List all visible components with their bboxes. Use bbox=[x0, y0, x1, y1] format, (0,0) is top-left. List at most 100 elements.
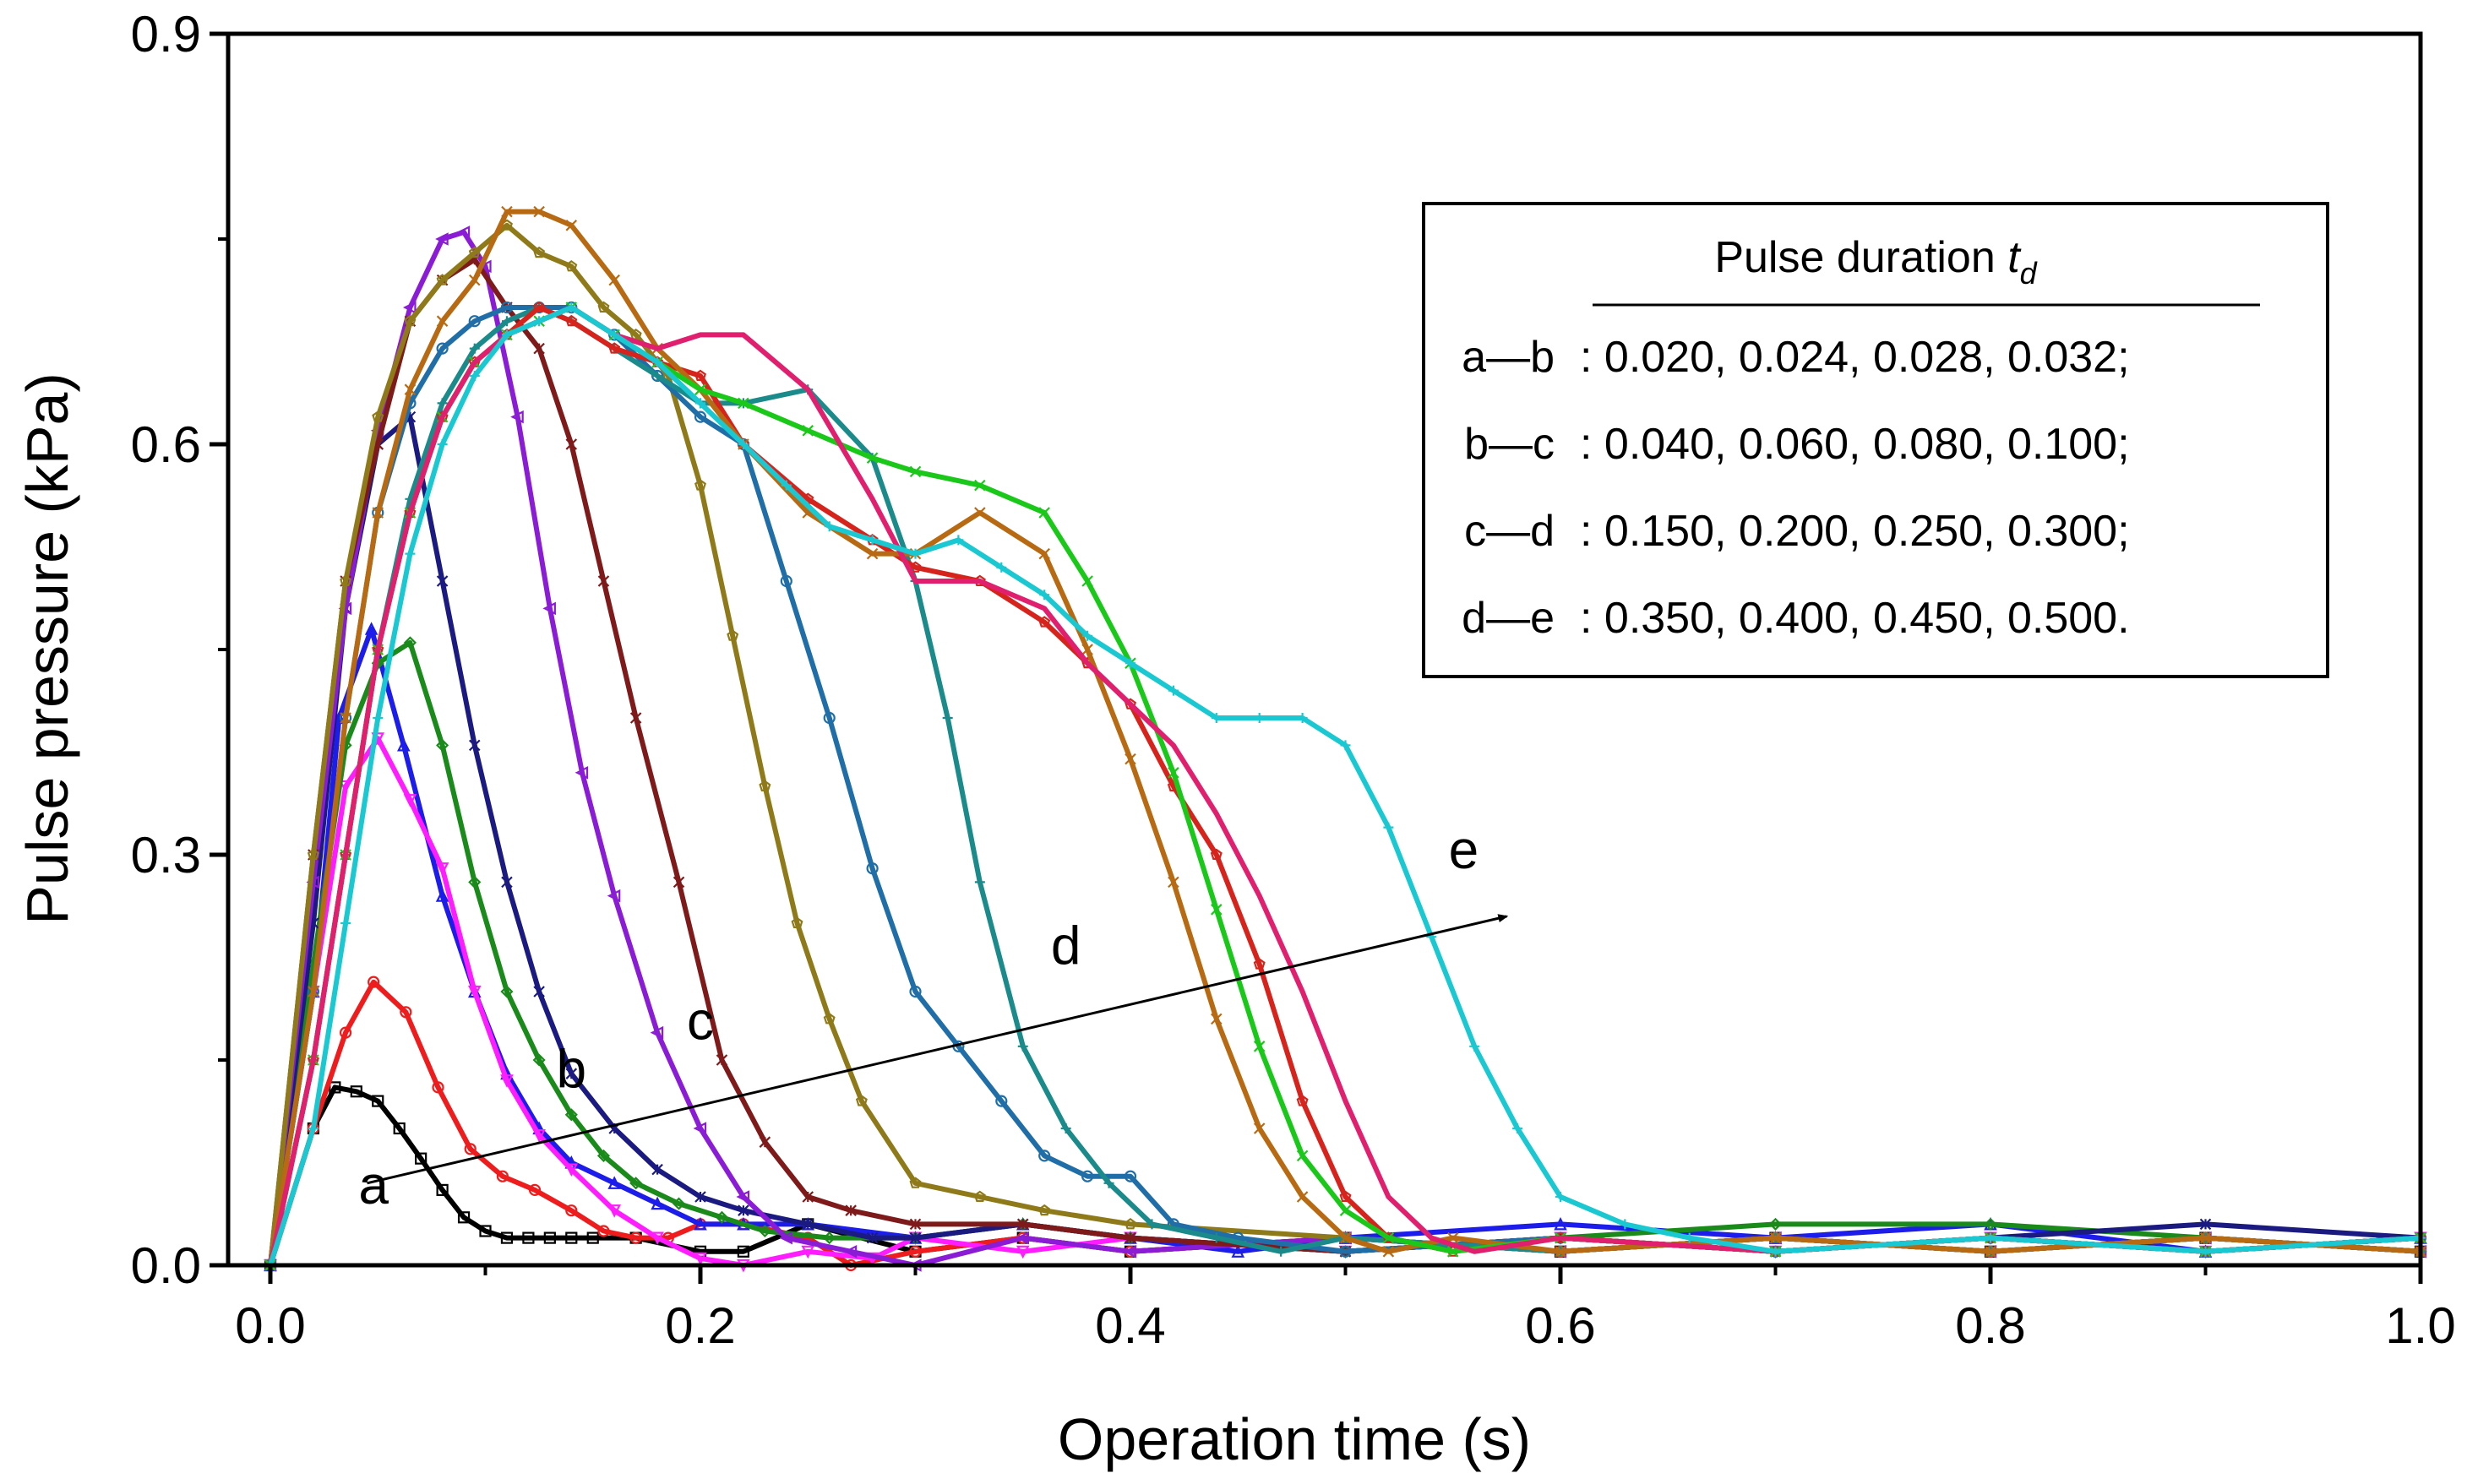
data-point bbox=[694, 383, 706, 395]
data-point bbox=[909, 1245, 922, 1258]
series-2 bbox=[264, 622, 2427, 1272]
data-point bbox=[436, 1183, 449, 1197]
data-point bbox=[496, 1170, 509, 1182]
data-point bbox=[1103, 1177, 1114, 1188]
data-point bbox=[468, 875, 482, 889]
data-point bbox=[1168, 767, 1179, 779]
data-point bbox=[1770, 1246, 1781, 1257]
data-point bbox=[693, 1122, 707, 1135]
data-point bbox=[651, 1163, 663, 1176]
data-point bbox=[533, 986, 545, 997]
data-point bbox=[652, 356, 663, 367]
data-point bbox=[673, 876, 685, 889]
data-point bbox=[736, 1190, 750, 1204]
data-point bbox=[1985, 1246, 1996, 1258]
data-point bbox=[953, 535, 964, 546]
data-point bbox=[2199, 1218, 2212, 1231]
series-line bbox=[268, 305, 2423, 1268]
data-point bbox=[974, 877, 985, 888]
x-tick-label: 0.4 bbox=[1095, 1297, 1165, 1354]
data-point bbox=[435, 232, 449, 246]
data-point bbox=[1124, 1170, 1137, 1182]
data-point bbox=[469, 343, 480, 354]
data-point bbox=[608, 342, 621, 354]
data-point bbox=[373, 713, 384, 723]
data-point bbox=[1123, 1245, 1137, 1258]
data-point bbox=[1125, 1231, 1136, 1244]
data-point bbox=[758, 1224, 771, 1238]
data-point bbox=[456, 226, 471, 239]
data-point bbox=[779, 1231, 792, 1245]
data-point bbox=[542, 601, 556, 616]
legend-title-symbol: t bbox=[2007, 233, 2022, 282]
data-point bbox=[1017, 1041, 1028, 1052]
data-point bbox=[1146, 1219, 1157, 1230]
y-tick-label: 0.3 bbox=[131, 827, 201, 883]
data-point bbox=[909, 561, 922, 573]
data-point bbox=[400, 1006, 412, 1019]
data-point bbox=[608, 274, 620, 286]
data-point bbox=[909, 1177, 922, 1188]
data-point bbox=[694, 1216, 707, 1231]
data-point bbox=[973, 1190, 986, 1203]
data-point bbox=[1296, 1150, 1309, 1162]
data-point bbox=[436, 738, 449, 752]
legend-row: a—b: 0.020, 0.024, 0.028, 0.032; bbox=[1462, 333, 2129, 382]
data-point bbox=[340, 574, 352, 587]
trend-arrow bbox=[367, 914, 1509, 1185]
series-1 bbox=[264, 976, 2427, 1272]
data-point bbox=[866, 862, 879, 875]
legend-row-range: c—d bbox=[1464, 507, 1555, 556]
data-point bbox=[1382, 1231, 1395, 1244]
data-point bbox=[727, 629, 739, 641]
data-point bbox=[533, 246, 546, 258]
data-point bbox=[1382, 1246, 1395, 1258]
x-tick-label: 0.8 bbox=[1955, 1297, 2025, 1354]
data-point bbox=[651, 1196, 664, 1210]
data-point bbox=[435, 862, 449, 876]
data-point bbox=[650, 1025, 664, 1040]
data-point bbox=[510, 410, 524, 424]
legend-row: b—c : 0.040, 0.060, 0.080, 0.100; bbox=[1464, 420, 2129, 469]
data-point bbox=[780, 574, 792, 588]
data-point bbox=[694, 1191, 706, 1203]
data-point bbox=[308, 1123, 319, 1133]
data-point bbox=[350, 1085, 362, 1098]
data-point bbox=[467, 985, 482, 999]
data-point bbox=[1340, 740, 1351, 751]
data-point bbox=[372, 410, 384, 422]
data-point bbox=[1038, 507, 1050, 519]
data-point bbox=[1296, 1095, 1309, 1106]
data-point bbox=[565, 220, 578, 231]
data-point bbox=[1985, 1232, 1996, 1243]
data-point bbox=[694, 1252, 707, 1266]
data-point bbox=[1081, 575, 1093, 587]
data-point bbox=[738, 439, 749, 449]
legend-row-range: d—e bbox=[1462, 594, 1555, 643]
data-point bbox=[597, 575, 610, 587]
x-axis-title: Operation time (s) bbox=[1058, 1406, 1531, 1472]
x-tick-label: 1.0 bbox=[2385, 1297, 2455, 1354]
data-point bbox=[1984, 1217, 1997, 1231]
data-point bbox=[565, 1068, 578, 1079]
data-point bbox=[909, 1231, 922, 1244]
legend-row-values: : 0.040, 0.060, 0.080, 0.100; bbox=[1580, 420, 2130, 469]
legend-row: c—d: 0.150, 0.200, 0.250, 0.300; bbox=[1464, 507, 2129, 556]
data-point bbox=[1211, 904, 1223, 916]
data-point bbox=[597, 301, 610, 313]
data-point bbox=[528, 1183, 542, 1197]
legend-row-range: b—c bbox=[1464, 420, 1555, 469]
data-point bbox=[942, 713, 953, 723]
data-point bbox=[996, 562, 1007, 573]
data-point bbox=[404, 383, 417, 395]
data-point bbox=[607, 889, 621, 903]
legend-title-subscript: d bbox=[2020, 256, 2038, 291]
legend-title-text: Pulse duration bbox=[1714, 233, 2007, 282]
data-point bbox=[1469, 1041, 1480, 1052]
data-point bbox=[500, 301, 514, 314]
data-point bbox=[501, 876, 513, 889]
data-point bbox=[532, 1053, 546, 1067]
data-point bbox=[457, 1211, 471, 1224]
data-point bbox=[564, 1108, 578, 1122]
data-point bbox=[1038, 1204, 1051, 1216]
